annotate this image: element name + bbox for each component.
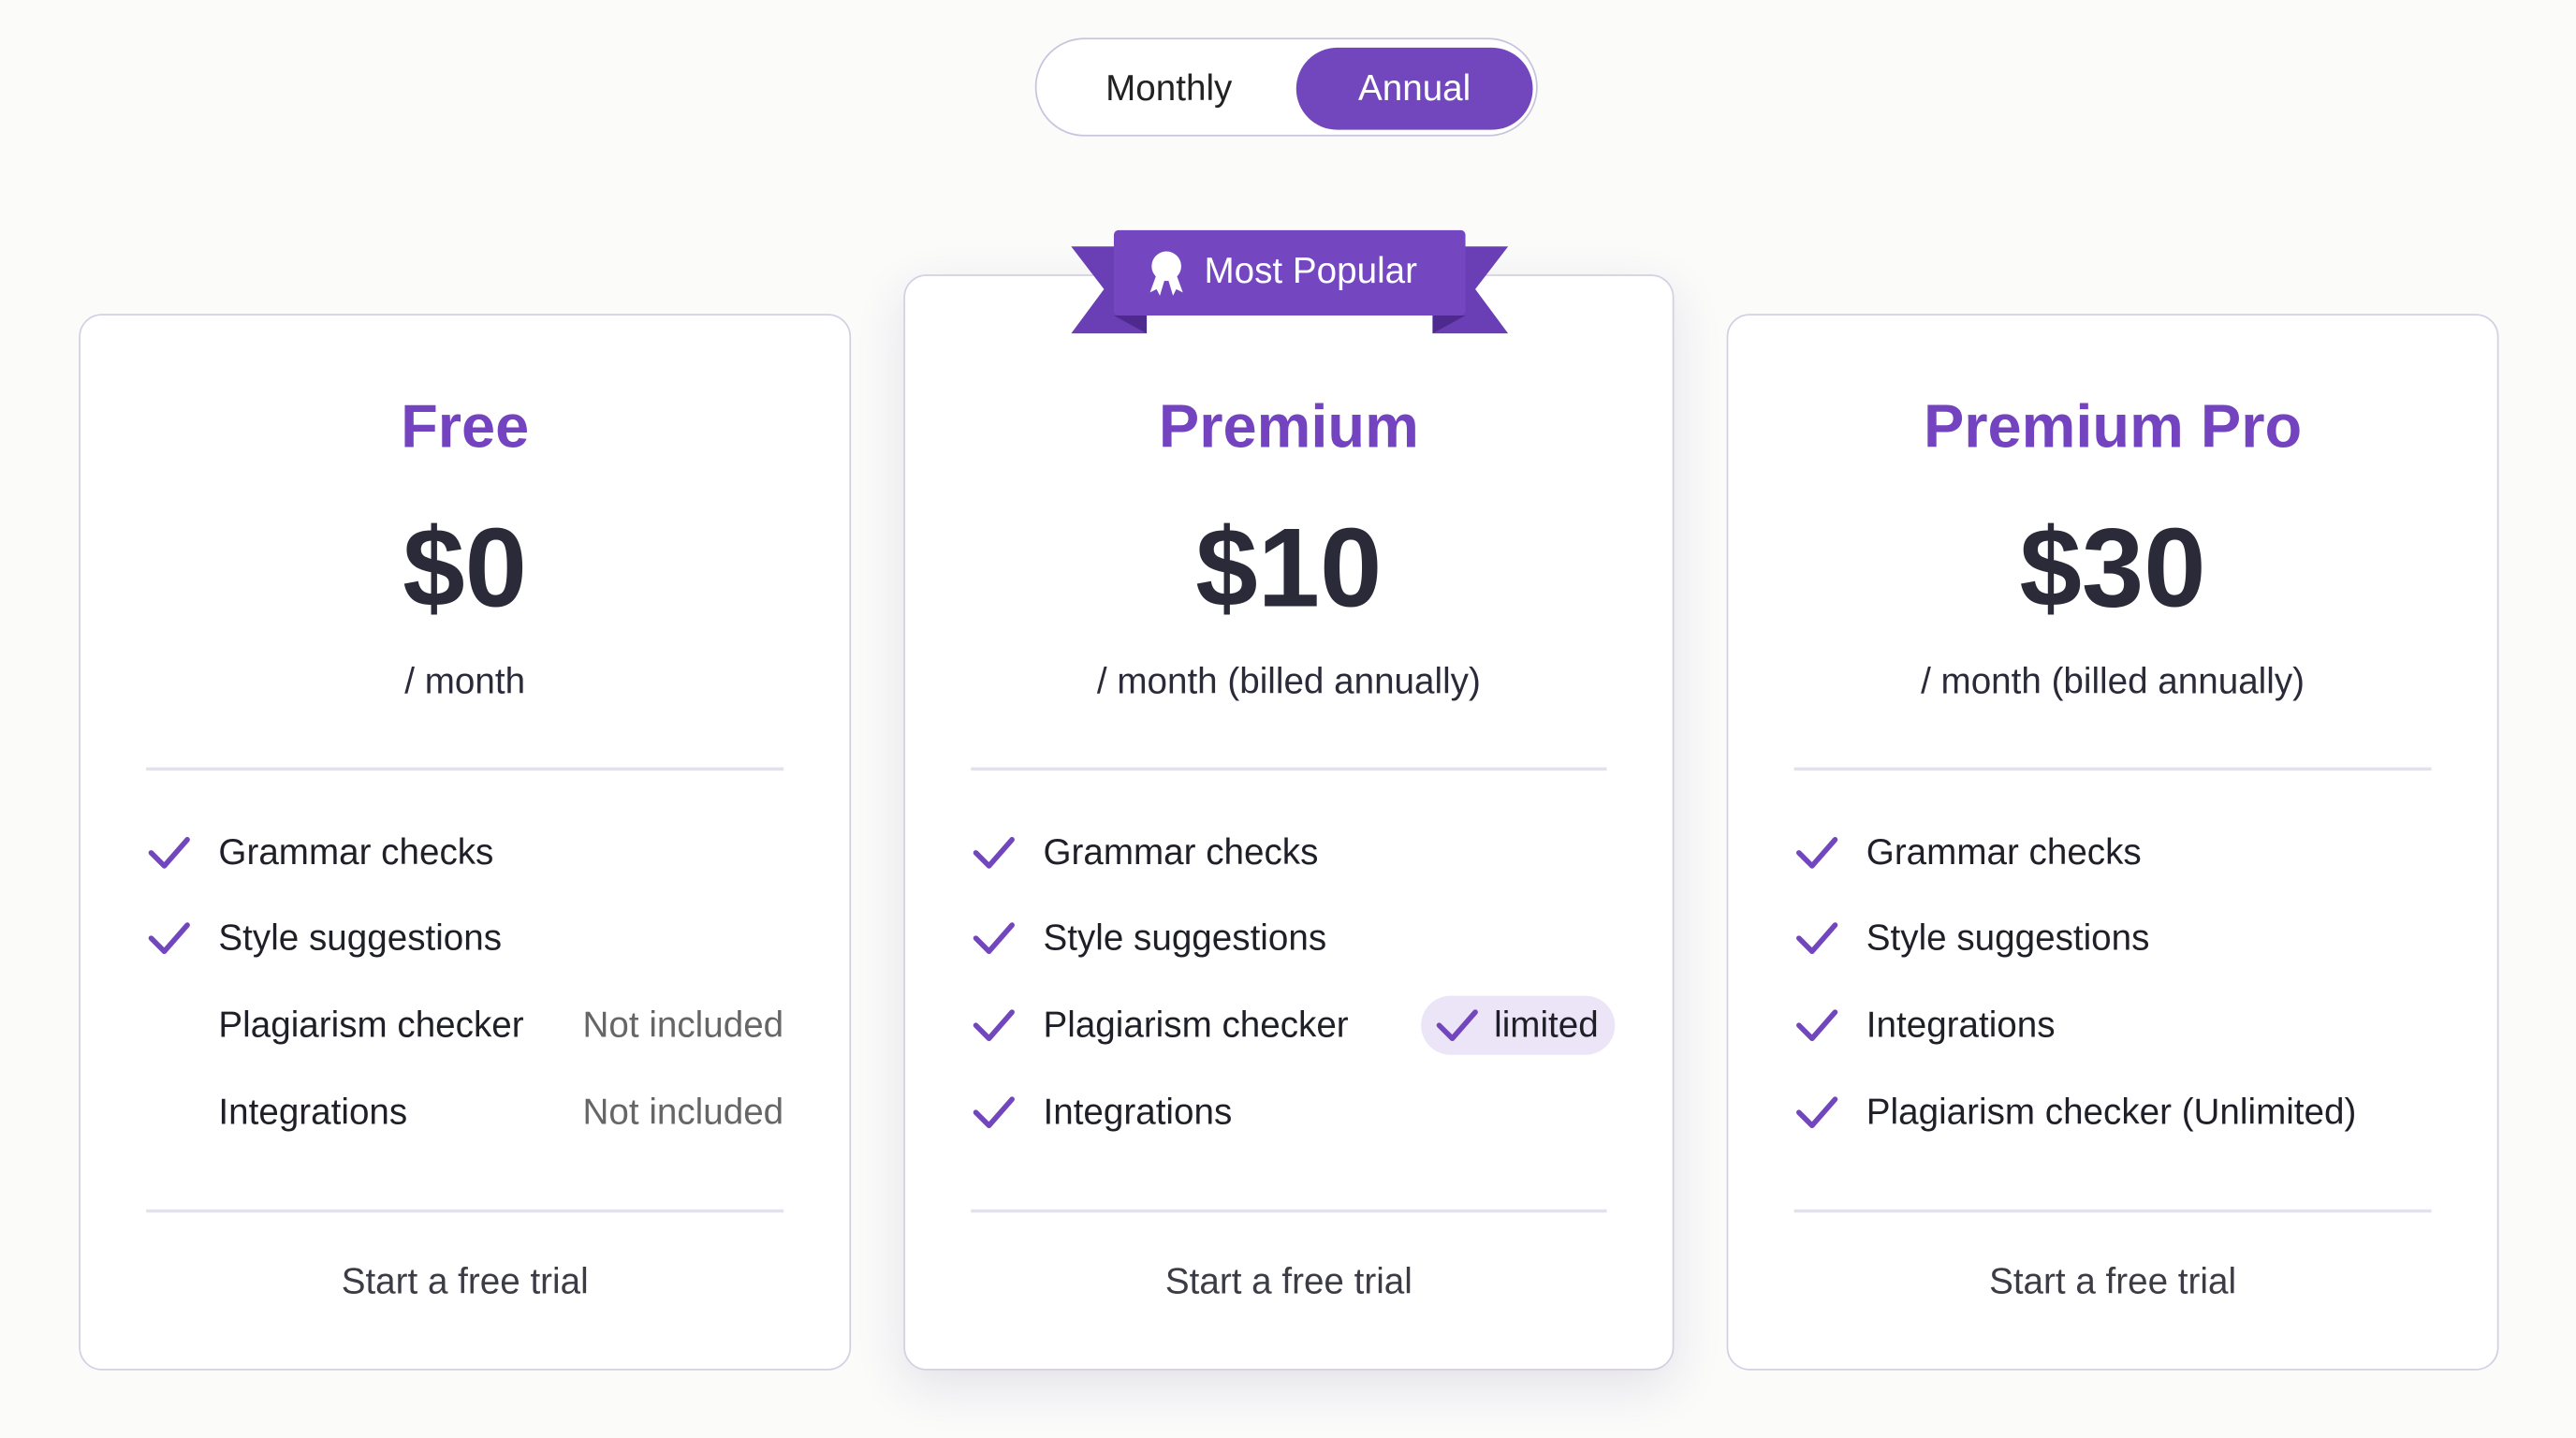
feature-item: Style suggestions	[1794, 914, 2432, 963]
most-popular-badge: Most Popular	[1071, 229, 1509, 334]
toggle-monthly[interactable]: Monthly	[1105, 66, 1233, 109]
divider	[1793, 767, 2432, 770]
badge-label: Most Popular	[1204, 249, 1417, 291]
limited-badge: limited	[1421, 995, 1616, 1055]
award-ribbon-icon	[1149, 251, 1183, 296]
check-icon	[973, 837, 1015, 869]
feature-item: Plagiarism checker limited	[971, 995, 1616, 1055]
plan-name: Premium Pro	[1923, 392, 2303, 461]
divider	[146, 767, 784, 770]
feature-label: Integrations	[1866, 1004, 2056, 1046]
feature-label: Plagiarism checker	[218, 1004, 524, 1046]
feature-label: Integrations	[1043, 1091, 1233, 1133]
feature-label: Grammar checks	[1866, 831, 2142, 873]
feature-item: Style suggestions	[146, 914, 783, 963]
check-icon	[973, 922, 1015, 955]
feature-item: Style suggestions	[971, 914, 1606, 963]
plan-price: $10	[1195, 506, 1383, 631]
plan-period: / month	[404, 660, 526, 702]
plan-card-premium: Premium $10 / month (billed annually) Gr…	[903, 274, 1675, 1371]
check-icon	[1796, 1096, 1838, 1129]
feature-label: Plagiarism checker (Unlimited)	[1866, 1091, 2357, 1133]
check-icon	[973, 1096, 1015, 1129]
plan-name: Premium	[1158, 392, 1419, 461]
start-trial-button[interactable]: Start a free trial	[1989, 1260, 2237, 1302]
feature-label: Style suggestions	[218, 917, 503, 959]
feature-item: Integrations	[971, 1088, 1606, 1137]
check-icon	[1796, 1009, 1838, 1042]
divider	[146, 1209, 784, 1212]
feature-item: Grammar checks	[971, 829, 1606, 878]
plan-card-premium-pro: Premium Pro $30 / month (billed annually…	[1726, 314, 2499, 1371]
plan-price: $30	[2019, 506, 2206, 631]
check-icon	[148, 922, 190, 955]
billing-toggle[interactable]: Monthly Annual	[1034, 37, 1538, 137]
feature-label: Integrations	[218, 1091, 408, 1133]
feature-item: Plagiarism checker (Unlimited)	[1794, 1088, 2432, 1137]
divider	[1793, 1209, 2432, 1212]
feature-item: Grammar checks	[146, 829, 783, 878]
plan-name: Free	[401, 392, 530, 461]
ribbon-shape	[1071, 229, 1509, 334]
feature-label: Grammar checks	[1043, 831, 1319, 873]
plan-period: / month (billed annually)	[1921, 660, 2305, 702]
check-icon	[1796, 922, 1838, 955]
start-trial-button[interactable]: Start a free trial	[1164, 1260, 1412, 1302]
feature-item: Integrations	[1794, 1001, 2432, 1050]
plan-card-free: Free $0 / month Grammar checks Style sugg…	[79, 314, 852, 1371]
feature-label: Style suggestions	[1043, 917, 1327, 959]
feature-label: Style suggestions	[1866, 917, 2150, 959]
not-included-label: Not included	[582, 1091, 784, 1133]
check-icon	[973, 1009, 1015, 1042]
toggle-annual[interactable]: Annual	[1295, 47, 1533, 130]
check-icon	[1796, 837, 1838, 869]
feature-item: Grammar checks	[1794, 829, 2432, 878]
check-icon	[1437, 1009, 1479, 1042]
plan-period: / month (billed annually)	[1096, 660, 1481, 702]
divider	[971, 767, 1607, 770]
check-icon	[148, 837, 190, 869]
not-included-label: Not included	[582, 1004, 784, 1046]
feature-label: Grammar checks	[218, 831, 494, 873]
feature-item: Integrations Not included	[146, 1088, 783, 1137]
divider	[971, 1209, 1607, 1212]
plan-price: $0	[402, 506, 528, 631]
limited-label: limited	[1494, 1004, 1599, 1046]
feature-label: Plagiarism checker	[1043, 1004, 1349, 1046]
feature-item: Plagiarism checker Not included	[146, 1001, 783, 1050]
start-trial-button[interactable]: Start a free trial	[341, 1260, 589, 1302]
